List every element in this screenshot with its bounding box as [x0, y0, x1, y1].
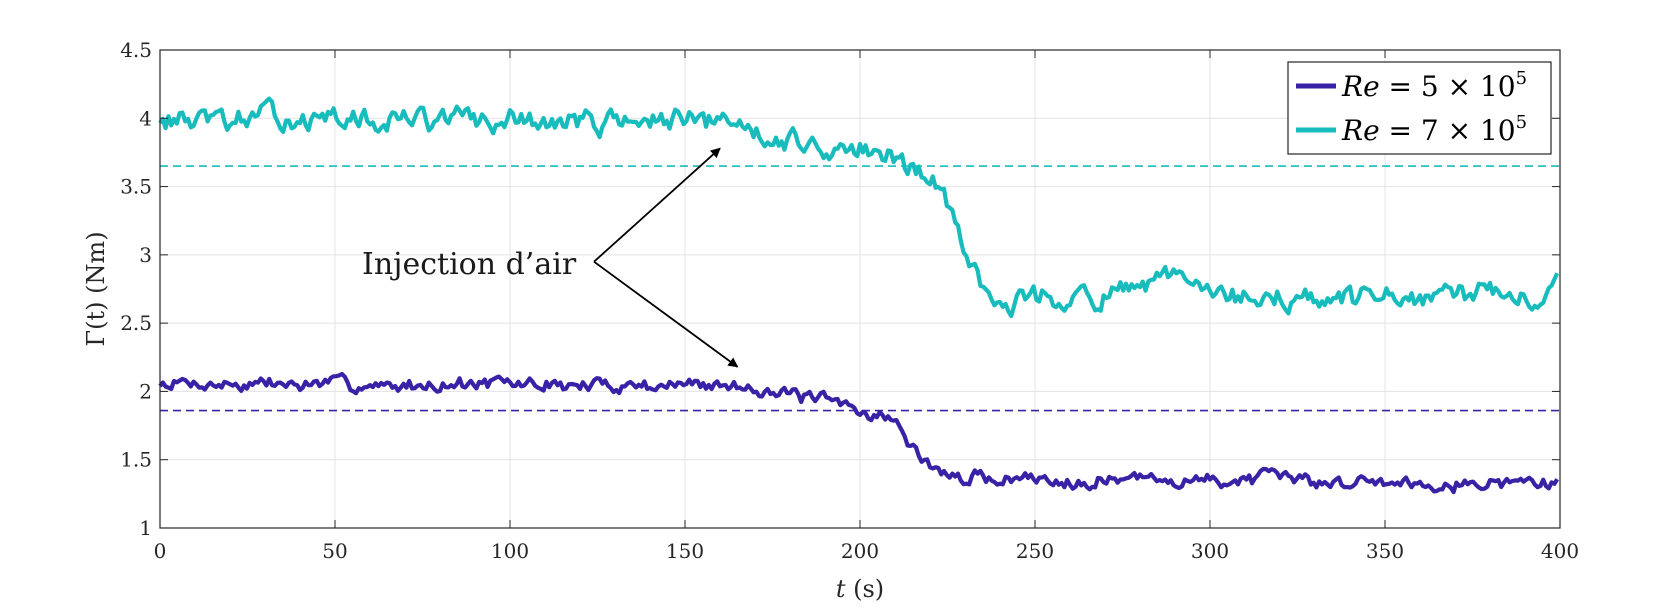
x-tick-label: 0	[154, 539, 167, 563]
x-tick-label: 350	[1366, 539, 1404, 563]
annotation-text: Injection d’air	[362, 247, 577, 282]
y-tick-label: 2.5	[120, 311, 152, 335]
y-axis: 1 1.5 2 2.5 3 3.5 4 4.5	[120, 38, 1560, 540]
legend-box	[1287, 61, 1552, 155]
y-tick-label: 4.5	[120, 38, 152, 62]
y-tick-label: 2	[139, 379, 152, 403]
y-axis-title: Γ(t) (Nm)	[82, 231, 110, 346]
x-tick-label: 300	[1191, 539, 1229, 563]
y-tick-label: 3	[139, 243, 152, 267]
x-tick-label: 150	[666, 539, 704, 563]
x-tick-label: 100	[491, 539, 529, 563]
x-tick-label: 200	[841, 539, 879, 563]
y-tick-label: 1	[139, 516, 152, 540]
annotation-arrow-1	[593, 260, 739, 368]
series-lines	[158, 96, 1560, 495]
legend-label-re7: Re = 7 × 105	[1341, 112, 1527, 147]
x-tick-label: 400	[1541, 539, 1579, 563]
legend: Re = 5 × 105 Re = 7 × 105	[1287, 61, 1552, 155]
series-line-1	[158, 96, 1560, 319]
legend-label-re5: Re = 5 × 105	[1341, 68, 1527, 103]
x-tick-label: 50	[322, 539, 347, 563]
annotation: Injection d’air	[362, 147, 739, 368]
annotation-arrow-0	[593, 147, 721, 263]
x-axis-title: t (s)	[836, 575, 884, 603]
x-axis: 0 50 100 150 200 250 300 350 400	[154, 50, 1579, 563]
y-tick-label: 1.5	[120, 448, 152, 472]
x-tick-label: 250	[1016, 539, 1054, 563]
y-tick-label: 4	[139, 106, 152, 130]
y-tick-label: 3.5	[120, 175, 152, 199]
series-line-0	[158, 371, 1559, 495]
